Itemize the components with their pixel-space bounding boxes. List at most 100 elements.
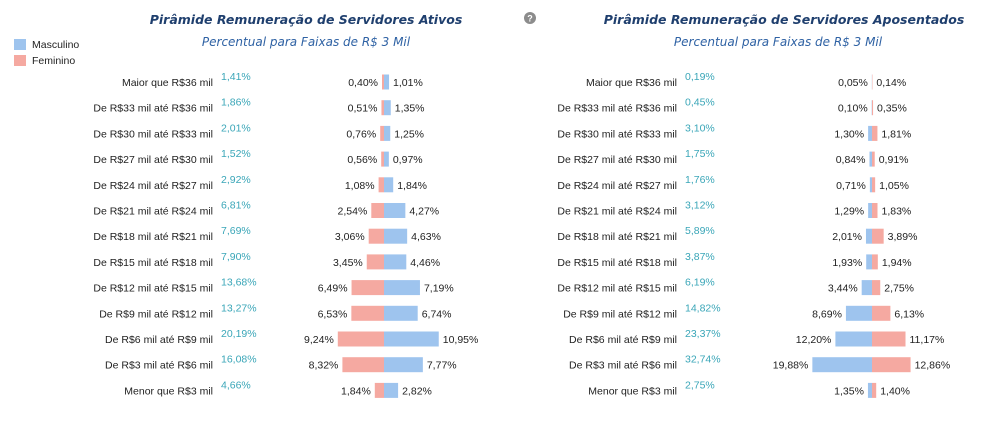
category-label: De R$9 mil até R$12 mil xyxy=(563,308,677,320)
category-label: De R$15 mil até R$18 mil xyxy=(557,257,677,269)
bar-feminino[interactable] xyxy=(381,151,384,167)
total-label: 2,01% xyxy=(221,122,251,134)
value-label-feminino: 0,91% xyxy=(879,154,909,166)
value-label-feminino: 2,75% xyxy=(884,283,914,295)
total-label: 2,92% xyxy=(221,174,251,186)
category-label: De R$30 mil até R$33 mil xyxy=(93,128,213,140)
bar-masculino[interactable] xyxy=(812,357,872,373)
value-label-feminino: 11,17% xyxy=(910,334,945,346)
total-label: 23,37% xyxy=(685,328,721,340)
value-label-masculino: 8,69% xyxy=(812,308,842,320)
bar-masculino[interactable] xyxy=(384,280,420,296)
value-label-feminino: 1,84% xyxy=(341,385,371,397)
total-label: 13,68% xyxy=(221,277,257,289)
value-label-masculino: 4,27% xyxy=(409,206,439,218)
bar-feminino[interactable] xyxy=(872,125,878,141)
value-label-masculino: 1,93% xyxy=(832,257,862,269)
value-label-masculino: 1,35% xyxy=(834,385,864,397)
bar-feminino[interactable] xyxy=(872,177,876,193)
bar-feminino[interactable] xyxy=(381,100,384,116)
bar-masculino[interactable] xyxy=(867,382,872,398)
help-glyph: ? xyxy=(527,14,533,24)
value-label-feminino: 8,32% xyxy=(309,360,339,372)
category-label: De R$12 mil até R$15 mil xyxy=(557,283,677,295)
chart-2-title: Pirâmide Remuneração de Servidores Apose… xyxy=(604,12,965,27)
bar-feminino[interactable] xyxy=(872,331,906,347)
bar-masculino[interactable] xyxy=(869,177,872,193)
bar-masculino[interactable] xyxy=(865,228,872,244)
legend-swatch-female[interactable] xyxy=(14,55,26,66)
bar-masculino[interactable] xyxy=(868,125,872,141)
bar-feminino[interactable] xyxy=(337,331,384,347)
bar-feminino[interactable] xyxy=(872,228,884,244)
bar-feminino[interactable] xyxy=(872,382,877,398)
bar-feminino[interactable] xyxy=(351,280,384,296)
bar-masculino[interactable] xyxy=(869,151,872,167)
value-label-masculino: 0,97% xyxy=(393,154,423,166)
bar-masculino[interactable] xyxy=(384,357,423,373)
bar-feminino[interactable] xyxy=(872,254,878,270)
bar-feminino[interactable] xyxy=(366,254,384,270)
category-label: Menor que R$3 mil xyxy=(124,385,213,397)
bar-feminino[interactable] xyxy=(872,357,911,373)
value-label-feminino: 12,86% xyxy=(915,360,951,372)
bar-feminino[interactable] xyxy=(872,280,881,296)
value-label-feminino: 0,76% xyxy=(346,128,376,140)
total-label: 0,45% xyxy=(685,97,715,109)
value-label-feminino: 0,14% xyxy=(876,77,906,89)
value-label-feminino: 1,05% xyxy=(879,180,909,192)
value-label-masculino: 12,20% xyxy=(796,334,832,346)
value-label-masculino: 1,84% xyxy=(397,180,427,192)
bar-feminino[interactable] xyxy=(872,305,891,321)
category-label: De R$24 mil até R$27 mil xyxy=(557,180,677,192)
bar-masculino[interactable] xyxy=(845,305,872,321)
bar-feminino[interactable] xyxy=(371,203,384,218)
value-label-masculino: 6,74% xyxy=(422,308,452,320)
bar-masculino[interactable] xyxy=(866,254,872,270)
total-label: 3,10% xyxy=(685,122,715,134)
total-label: 32,74% xyxy=(685,354,721,366)
value-label-masculino: 1,30% xyxy=(834,128,864,140)
category-label: De R$9 mil até R$12 mil xyxy=(99,308,213,320)
value-label-masculino: 0,71% xyxy=(836,180,866,192)
bar-masculino[interactable] xyxy=(384,125,391,141)
bar-masculino[interactable] xyxy=(384,203,406,218)
bar-masculino[interactable] xyxy=(861,280,872,296)
category-label: De R$6 mil até R$9 mil xyxy=(105,334,213,346)
bar-feminino[interactable] xyxy=(382,74,384,90)
bar-masculino[interactable] xyxy=(384,228,408,244)
bar-masculino[interactable] xyxy=(384,74,390,90)
bar-feminino[interactable] xyxy=(342,357,384,373)
bar-feminino[interactable] xyxy=(872,151,875,167)
total-label: 20,19% xyxy=(221,328,257,340)
bar-masculino[interactable] xyxy=(384,382,399,398)
value-label-feminino: 3,06% xyxy=(335,231,365,243)
bar-masculino[interactable] xyxy=(384,254,407,270)
bar-masculino[interactable] xyxy=(384,100,391,116)
value-label-feminino: 3,89% xyxy=(888,231,918,243)
bar-masculino[interactable] xyxy=(868,203,872,218)
question-circle-icon[interactable]: ? xyxy=(524,12,536,24)
bar-feminino[interactable] xyxy=(368,228,384,244)
category-label: De R$27 mil até R$30 mil xyxy=(557,154,677,166)
value-label-masculino: 0,84% xyxy=(836,154,866,166)
bar-masculino[interactable] xyxy=(384,331,439,347)
value-label-feminino: 0,51% xyxy=(348,103,378,115)
bar-feminino[interactable] xyxy=(872,100,874,116)
bar-masculino[interactable] xyxy=(384,177,394,193)
total-label: 3,87% xyxy=(685,251,715,263)
bar-feminino[interactable] xyxy=(380,125,384,141)
bar-masculino[interactable] xyxy=(384,151,389,167)
bar-feminino[interactable] xyxy=(378,177,384,193)
total-label: 5,89% xyxy=(685,225,715,237)
bar-masculino[interactable] xyxy=(835,331,872,347)
bar-masculino[interactable] xyxy=(384,305,418,321)
value-label-feminino: 1,81% xyxy=(881,128,911,140)
bar-feminino[interactable] xyxy=(872,203,878,218)
legend-swatch-male[interactable] xyxy=(14,39,26,50)
chart-1-title: Pirâmide Remuneração de Servidores Ativo… xyxy=(150,12,463,27)
bar-feminino[interactable] xyxy=(351,305,384,321)
value-label-masculino: 1,25% xyxy=(394,128,424,140)
bar-feminino[interactable] xyxy=(374,382,384,398)
value-label-feminino: 6,53% xyxy=(318,308,348,320)
